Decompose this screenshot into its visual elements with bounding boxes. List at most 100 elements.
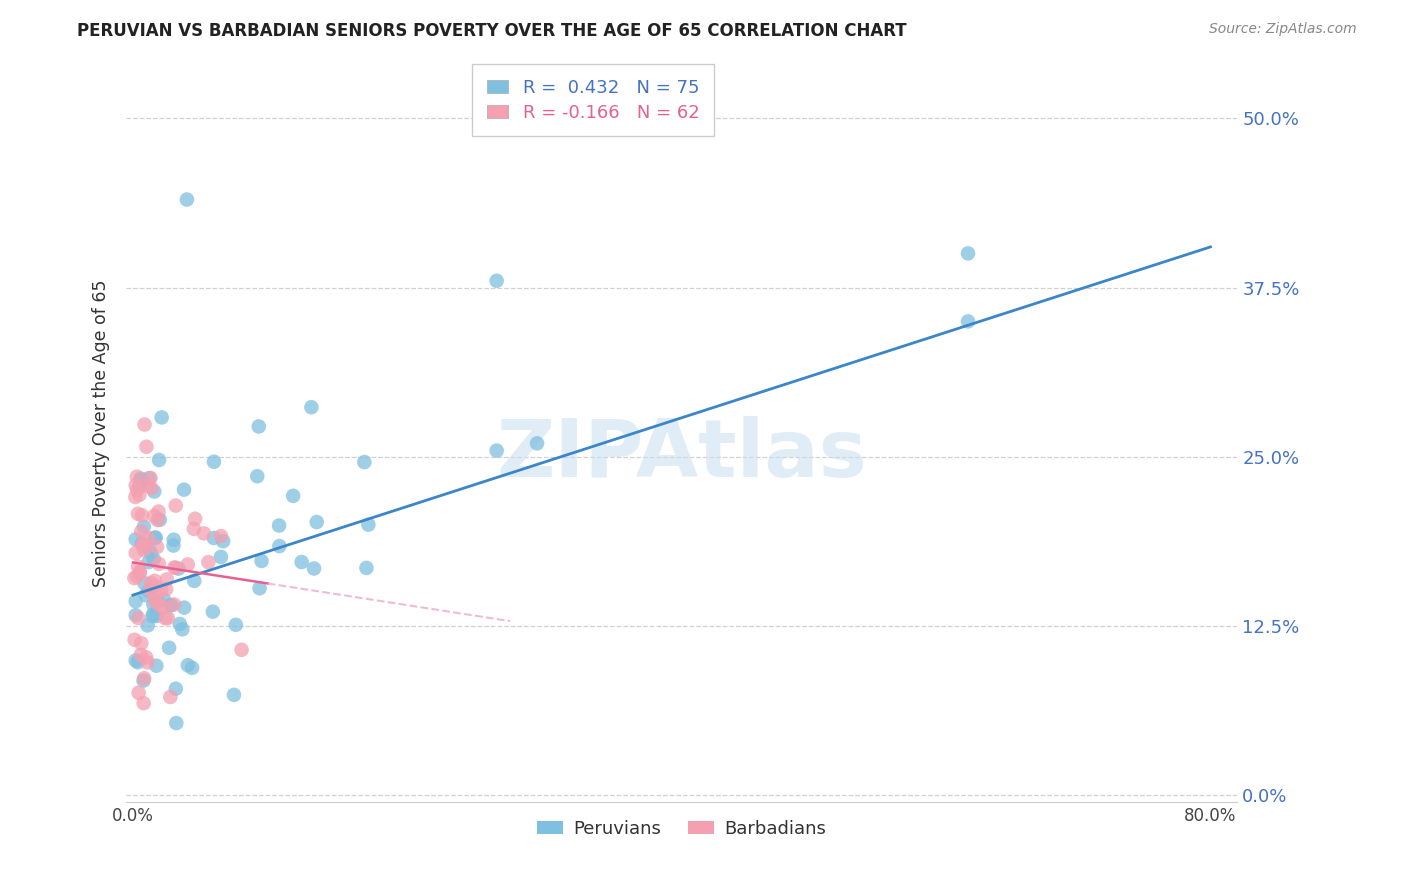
Point [145, 579, 167, 593]
Point [141, 481, 163, 495]
Point [142, 607, 165, 621]
Point [225, 617, 247, 632]
Point [143, 574, 166, 588]
Point [146, 540, 169, 554]
Point [125, 478, 148, 492]
Point [157, 640, 180, 655]
Point [172, 622, 194, 636]
Point [149, 599, 172, 613]
Point [148, 505, 170, 519]
Point [124, 632, 146, 647]
Point [146, 594, 169, 608]
Point [143, 589, 166, 603]
Point [150, 410, 173, 425]
Point [135, 440, 157, 454]
Point [269, 539, 291, 553]
Point [139, 546, 162, 560]
Point [124, 490, 146, 504]
Point [177, 558, 200, 572]
Point [485, 274, 508, 288]
Point [160, 598, 183, 612]
Point [138, 555, 160, 569]
Point [159, 599, 181, 613]
Point [136, 618, 159, 632]
Point [165, 716, 187, 731]
Point [145, 531, 167, 545]
Point [956, 246, 979, 260]
Point [135, 588, 157, 602]
Point [135, 650, 157, 665]
Point [356, 561, 378, 575]
Point [169, 616, 191, 631]
Point [125, 533, 148, 547]
Point [485, 443, 508, 458]
Point [153, 592, 176, 607]
Point [145, 658, 167, 673]
Point [176, 193, 198, 207]
Point [165, 681, 187, 696]
Point [128, 479, 150, 493]
Point [139, 575, 162, 590]
Point [143, 484, 166, 499]
Point [131, 538, 153, 552]
Point [139, 582, 162, 597]
Point [132, 520, 155, 534]
Point [155, 582, 177, 596]
Point [956, 314, 979, 328]
Point [143, 594, 166, 608]
Point [197, 555, 219, 569]
Point [138, 542, 160, 557]
Point [148, 453, 170, 467]
Point [231, 643, 253, 657]
Point [145, 609, 167, 624]
Point [132, 543, 155, 558]
Point [150, 583, 173, 598]
Point [357, 517, 380, 532]
Point [143, 508, 166, 523]
Point [136, 478, 159, 492]
Point [165, 561, 187, 575]
Point [143, 531, 166, 545]
Point [138, 584, 160, 599]
Point [131, 508, 153, 523]
Point [155, 611, 177, 625]
Point [127, 611, 149, 625]
Point [165, 499, 187, 513]
Point [163, 598, 186, 612]
Point [131, 536, 153, 550]
Point [167, 561, 190, 575]
Point [291, 555, 314, 569]
Point [249, 581, 271, 595]
Legend: Peruvians, Barbadians: Peruvians, Barbadians [530, 813, 834, 845]
Point [149, 513, 172, 527]
Point [353, 455, 375, 469]
Point [128, 565, 150, 579]
Point [134, 671, 156, 685]
Point [148, 557, 170, 571]
Point [212, 534, 235, 549]
Point [209, 529, 232, 543]
Point [201, 605, 224, 619]
Point [129, 472, 152, 486]
Point [127, 507, 149, 521]
Point [125, 594, 148, 608]
Point [136, 531, 159, 545]
Point [250, 554, 273, 568]
Point [141, 609, 163, 624]
Point [159, 690, 181, 704]
Point [132, 673, 155, 688]
Point [142, 598, 165, 612]
Point [125, 546, 148, 560]
Point [202, 455, 225, 469]
Point [202, 531, 225, 545]
Point [134, 417, 156, 432]
Point [152, 600, 174, 615]
Point [299, 401, 322, 415]
Point [139, 471, 162, 485]
Point [209, 549, 232, 564]
Point [129, 648, 152, 662]
Point [138, 471, 160, 485]
Text: PERUVIAN VS BARBADIAN SENIORS POVERTY OVER THE AGE OF 65 CORRELATION CHART: PERUVIAN VS BARBADIAN SENIORS POVERTY OV… [77, 22, 907, 40]
Point [128, 488, 150, 502]
Point [183, 522, 205, 536]
